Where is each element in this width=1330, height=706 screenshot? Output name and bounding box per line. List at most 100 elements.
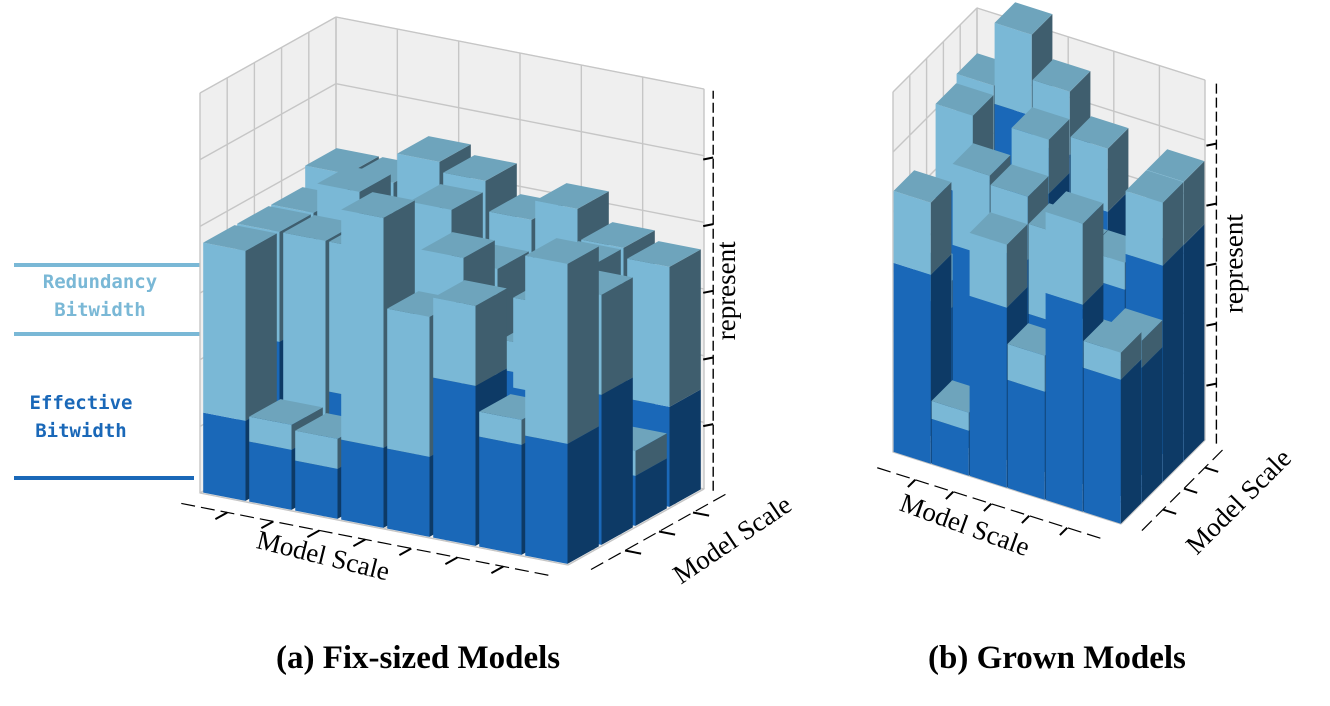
redundancy-side-face [1120, 332, 1142, 380]
redundancy-top-face [1083, 320, 1142, 353]
effective-front-face [249, 441, 292, 510]
effective-front-face [969, 295, 1007, 488]
effective-front-face [1007, 379, 1045, 500]
x-tick [444, 556, 458, 565]
redundancy-front-face [387, 308, 430, 457]
redundancy-top-face [525, 238, 599, 264]
chart-fix-sized: Model Scale Model Scale represent [181, 16, 797, 590]
z-tick [703, 223, 714, 228]
x-tick [352, 538, 366, 547]
redundancy-side-face [930, 182, 952, 275]
redundancy-side-face [1162, 182, 1184, 266]
bar-8-1 [525, 238, 599, 564]
effective-front-face [295, 460, 338, 519]
redundancy-top-face [1011, 107, 1070, 140]
legend-effective-label: Effective Bitwidth [29, 392, 133, 442]
x-tick [907, 479, 916, 488]
chart-grown: Model Scale Model Scale represent [877, 2, 1297, 562]
redundancy-front-face [525, 255, 568, 444]
effective-side-face [601, 377, 633, 545]
redundancy-front-face [1070, 136, 1108, 212]
redundancy-top-face [627, 241, 701, 267]
redundancy-front-face [295, 430, 338, 469]
grid-line [199, 83, 337, 161]
x-tick [1021, 515, 1030, 524]
legend-redundancy-bottom-line [14, 332, 209, 336]
redundancy-top-face [433, 280, 507, 306]
redundancy-front-face [479, 411, 522, 445]
effective-front-face [525, 435, 568, 564]
redundancy-top-face [1032, 59, 1091, 92]
redundancy-top-face [994, 2, 1053, 35]
z-tick [1206, 262, 1217, 267]
caption-grown: (b) Grown Models [928, 640, 1186, 676]
redundancy-top-face [317, 166, 391, 192]
redundancy-front-face [283, 232, 326, 421]
z-tick [703, 156, 714, 161]
effective-side-face [635, 458, 667, 526]
redundancy-top-face [581, 222, 655, 248]
effective-front-face [931, 418, 969, 476]
redundancy-top-face [421, 232, 495, 258]
y-tick [658, 530, 676, 536]
z-tick [1206, 322, 1217, 327]
y-tick [1162, 508, 1177, 515]
caption-fix-sized: (a) Fix-sized Models [276, 640, 561, 676]
legend-effective-line [14, 476, 194, 480]
grid-line [567, 488, 705, 566]
redundancy-top-face [249, 399, 323, 425]
effective-front-face [387, 448, 430, 537]
redundancy-side-face [245, 233, 277, 421]
y-tick [1204, 466, 1219, 473]
redundancy-top-face [935, 83, 994, 116]
grid-line [1120, 439, 1206, 525]
z-tick [703, 356, 714, 361]
effective-front-face [479, 436, 522, 555]
redundancy-front-face [203, 242, 246, 421]
redundancy-top-face [1045, 191, 1104, 224]
axes [877, 83, 1227, 541]
redundancy-top-face [952, 143, 1011, 176]
y-axis-line [590, 492, 728, 571]
redundancy-top-face [409, 184, 483, 210]
redundancy-side-face [475, 288, 507, 386]
redundancy-side-face [1048, 119, 1070, 194]
redundancy-side-face [1107, 128, 1129, 212]
redundancy-side-face [601, 277, 633, 395]
redundancy-side-face [1183, 161, 1205, 245]
redundancy-front-face [627, 258, 670, 407]
redundancy-top-face [1070, 116, 1129, 149]
redundancy-front-face [433, 297, 476, 386]
redundancy-front-face [931, 400, 969, 431]
redundancy-top-face [341, 192, 415, 218]
z-axis-label: represent [1218, 214, 1248, 313]
effective-side-face [567, 426, 599, 564]
effective-side-face [1120, 359, 1142, 524]
redundancy-front-face [341, 209, 384, 448]
redundancy-top-face [969, 212, 1028, 245]
x-tick [398, 547, 412, 556]
z-tick [1206, 202, 1217, 207]
y-tick [1183, 487, 1198, 494]
legend-redundancy-label: Redundancy Bitwidth [42, 271, 158, 321]
bars [203, 136, 701, 564]
legend-redundancy-top-line [14, 263, 209, 267]
redundancy-front-face [969, 232, 1007, 308]
z-tick [703, 423, 714, 428]
z-tick [703, 289, 714, 294]
z-axis-label: represent [711, 241, 741, 340]
z-tick [1206, 382, 1217, 387]
grid-line [199, 492, 569, 566]
redundancy-top-face [203, 225, 277, 251]
bar-6-1 [1083, 320, 1142, 524]
redundancy-side-face [1141, 320, 1163, 368]
effective-front-face [1045, 292, 1083, 512]
redundancy-top-face [443, 155, 517, 181]
x-tick [306, 529, 320, 538]
bars [893, 2, 1205, 524]
redundancy-top-face [397, 136, 471, 162]
redundancy-side-face [567, 246, 599, 444]
redundancy-top-face [283, 215, 357, 241]
x-tick [214, 511, 228, 520]
